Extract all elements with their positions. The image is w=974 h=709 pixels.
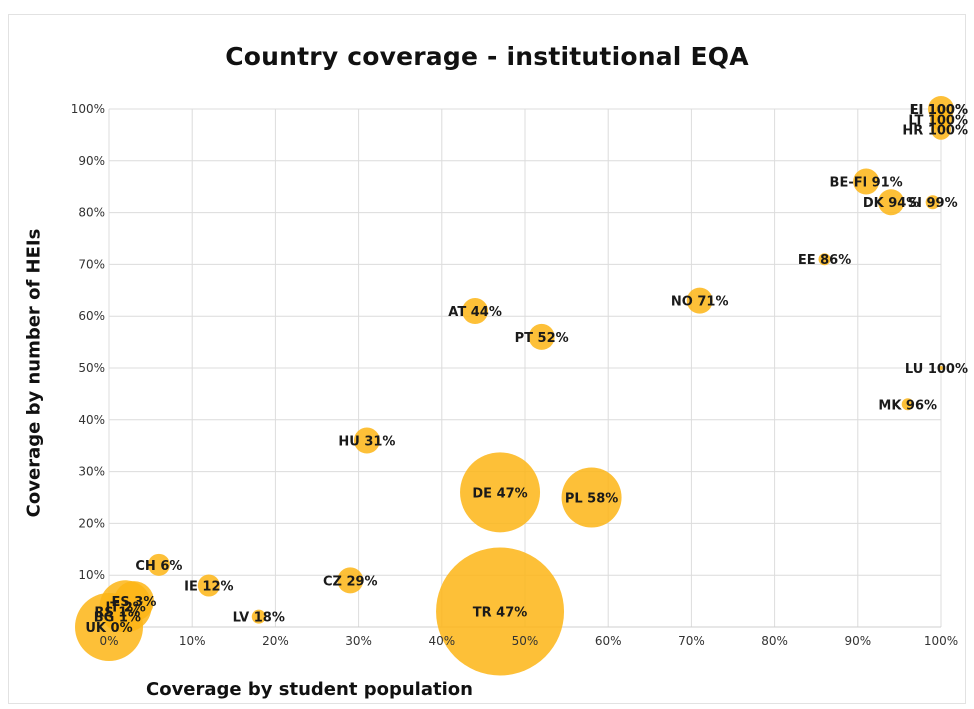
data-label: UK 0% (85, 621, 132, 636)
bubble-si (925, 195, 940, 210)
data-label: HR 100% (902, 124, 968, 139)
bubble-hu (353, 427, 380, 454)
bubble-tr (436, 547, 565, 676)
data-label: DE 47% (472, 486, 527, 501)
data-label: ES 3% (112, 595, 157, 610)
data-label: EE 86% (798, 253, 851, 268)
bubble-dk (878, 189, 905, 216)
bubble-ie (197, 574, 220, 597)
data-label: NO 71% (671, 295, 729, 310)
x-tick-label: 70% (678, 634, 705, 648)
chart-title: Country coverage - institutional EQA (225, 42, 749, 71)
x-tick-label: 10% (179, 634, 206, 648)
bubbles-layer (75, 96, 954, 676)
y-tick-label: 40% (78, 413, 105, 427)
data-label: IE 12% (184, 580, 233, 595)
x-tick-label: 100% (924, 634, 958, 648)
data-label: LI 100% (910, 103, 968, 118)
bubble-ch (147, 553, 170, 576)
y-tick-label: 10% (78, 568, 105, 582)
bubble-ee (818, 253, 831, 266)
bubble-pl (561, 467, 622, 528)
y-tick-label: 20% (78, 516, 105, 530)
data-label: PL 58% (565, 492, 618, 507)
x-tick-label: 80% (761, 634, 788, 648)
x-tick-label: 50% (512, 634, 539, 648)
bubble-be-fl (853, 168, 880, 195)
x-tick-label: 0% (99, 634, 118, 648)
data-label: AT 44% (448, 305, 502, 320)
bubble-hr (931, 119, 951, 140)
bubble-at (462, 298, 489, 325)
data-label: FI 100% (910, 103, 968, 118)
data-label: RS 1% (94, 605, 140, 620)
y-tick-label: 30% (78, 465, 105, 479)
y-tick-label: 70% (78, 257, 105, 271)
data-labels-layer: UK 0%RS 1%IT 2%BG 1%ES 3% CH 6%IE 12% LV 1… (85, 103, 968, 636)
data-label: MK 96% (878, 398, 937, 413)
data-label: IT 2% (105, 600, 145, 615)
data-label: LV 18% (233, 611, 285, 626)
data-label: TR 47% (473, 605, 528, 620)
bubble-de (460, 452, 541, 533)
data-label: PT 52% (515, 331, 569, 346)
x-tick-label: 90% (844, 634, 871, 648)
bubble-cz (337, 567, 364, 594)
bubble-bg (103, 602, 132, 631)
data-label: LU 100% (905, 362, 968, 377)
data-label: BE-Fl 91% (830, 176, 903, 191)
bubble-li (936, 104, 946, 114)
x-tick-label: 60% (595, 634, 622, 648)
y-tick-label: 90% (78, 154, 105, 168)
data-label: HU 31% (338, 435, 395, 450)
data-label: LT 100% (908, 113, 968, 128)
bubble-mk (901, 398, 914, 411)
bubble-no (686, 287, 713, 314)
bubble-pt (528, 323, 555, 350)
data-label: CH 6% (135, 559, 182, 574)
y-tick-label: 80% (78, 206, 105, 220)
y-axis-label: Coverage by number of HEIs (23, 228, 45, 518)
bubble-lu (939, 366, 943, 370)
x-tick-label: 40% (428, 634, 455, 648)
x-axis-label: Coverage by student population (146, 679, 473, 700)
x-tick-label: 20% (262, 634, 289, 648)
tick-labels: 0% 10% 20% 30% 40% 50% 60% 70% 80% 90% 100% 10% 20% 3… (71, 102, 958, 648)
data-label: CZ 29% (323, 574, 378, 589)
data-label: SI 99% (908, 196, 958, 211)
y-tick-label: 100% (71, 102, 105, 116)
bubble-lv (251, 609, 266, 624)
y-tick-label: 60% (78, 309, 105, 323)
x-tick-label: 30% (345, 634, 372, 648)
y-tick-label: 50% (78, 361, 105, 375)
data-label: DK 94% (863, 196, 920, 211)
data-label: BG 1% (94, 611, 141, 626)
grid-lines (108, 108, 942, 628)
